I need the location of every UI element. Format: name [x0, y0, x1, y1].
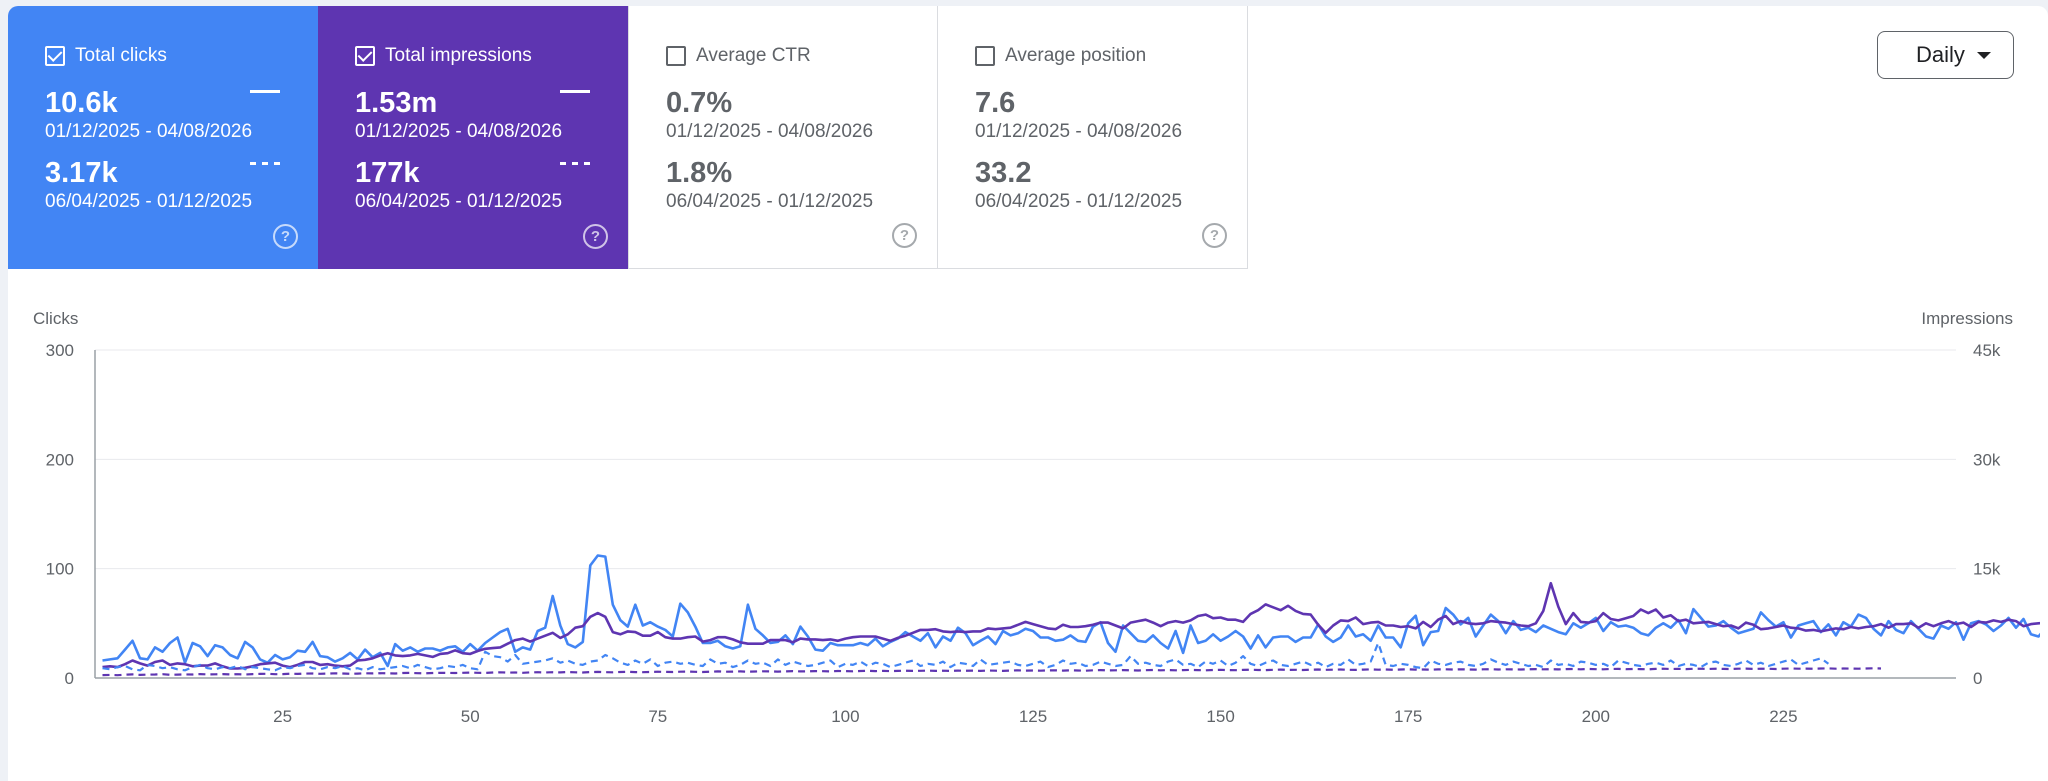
series-line-total-impressions-previous — [102, 667, 1882, 677]
help-icon[interactable]: ? — [273, 224, 298, 249]
card-total-clicks[interactable]: Total clicks 10.6k 01/12/2025 - 04/08/20… — [8, 6, 318, 269]
help-icon[interactable]: ? — [892, 223, 917, 248]
series-line-total-impressions — [102, 581, 2040, 670]
x-tick-label: 225 — [1769, 707, 1797, 726]
series-line-total-clicks — [102, 554, 2040, 668]
x-tick-label: 75 — [648, 707, 667, 726]
right-tick-label: 15k — [1973, 560, 2001, 579]
series-line-total-clicks-previous — [102, 641, 1830, 672]
metric-value-current: 0.7% — [666, 87, 733, 119]
date-range-previous: 06/04/2025 - 01/12/2025 — [975, 191, 1183, 212]
metric-value-previous: 1.8% — [666, 157, 733, 189]
metric-value-current: 7.6 — [975, 87, 1016, 119]
performance-panel: Total clicks 10.6k 01/12/2025 - 04/08/20… — [8, 6, 2048, 781]
checkbox-checked-icon[interactable] — [45, 46, 65, 66]
solid-line-legend-icon — [250, 90, 280, 93]
x-tick-label: 50 — [461, 707, 480, 726]
date-range-previous: 06/04/2025 - 01/12/2025 — [355, 191, 563, 212]
granularity-dropdown[interactable]: Daily — [1877, 31, 2014, 79]
caret-down-icon — [1977, 52, 1991, 59]
right-tick-label: 30k — [1973, 450, 2001, 469]
performance-chart: Clicks Impressions 0 0 100 15k 200 30k 300 45k 25 5… — [33, 309, 2040, 726]
date-range-previous: 06/04/2025 - 01/12/2025 — [45, 191, 253, 212]
granularity-selected: Daily — [1916, 42, 1965, 67]
date-range-current: 01/12/2025 - 04/08/2026 — [355, 121, 563, 142]
checkbox-unchecked-icon[interactable] — [975, 46, 995, 66]
date-range-current: 01/12/2025 - 04/08/2026 — [975, 121, 1183, 142]
x-tick-label: 100 — [831, 707, 859, 726]
card-total-impressions[interactable]: Total impressions 1.53m 01/12/2025 - 04/… — [318, 6, 628, 269]
x-tick-label: 150 — [1206, 707, 1234, 726]
card-label: Average position — [1005, 45, 1147, 66]
left-tick-label: 0 — [65, 669, 74, 688]
date-range-previous: 06/04/2025 - 01/12/2025 — [666, 191, 874, 212]
metric-value-previous: 33.2 — [975, 157, 1032, 189]
x-tick-label: 175 — [1394, 707, 1422, 726]
right-tick-label: 45k — [1973, 341, 2001, 360]
metric-value-current: 10.6k — [45, 87, 118, 119]
left-tick-label: 300 — [46, 341, 74, 360]
card-average-ctr[interactable]: Average CTR 0.7% 01/12/2025 - 04/08/2026… — [628, 6, 938, 269]
solid-line-legend-icon — [560, 90, 590, 93]
card-label: Average CTR — [696, 45, 811, 66]
right-tick-label: 0 — [1973, 669, 1982, 688]
left-tick-label: 200 — [46, 450, 74, 469]
x-tick-label: 200 — [1582, 707, 1610, 726]
left-tick-label: 100 — [46, 560, 74, 579]
card-average-position[interactable]: Average position 7.6 01/12/2025 - 04/08/… — [938, 6, 1248, 269]
metric-value-previous: 177k — [355, 157, 420, 189]
date-range-current: 01/12/2025 - 04/08/2026 — [666, 121, 874, 142]
checkbox-checked-icon[interactable] — [355, 46, 375, 66]
left-axis-title: Clicks — [33, 309, 78, 328]
right-axis-title: Impressions — [1921, 309, 2013, 328]
metric-value-current: 1.53m — [355, 87, 438, 119]
help-icon[interactable]: ? — [583, 224, 608, 249]
date-range-current: 01/12/2025 - 04/08/2026 — [45, 121, 253, 142]
dashed-line-legend-icon — [250, 162, 280, 165]
dashed-line-legend-icon — [560, 162, 590, 165]
checkbox-unchecked-icon[interactable] — [666, 46, 686, 66]
x-tick-label: 25 — [273, 707, 292, 726]
card-label: Total impressions — [385, 45, 532, 66]
x-tick-label: 125 — [1019, 707, 1047, 726]
help-icon[interactable]: ? — [1202, 223, 1227, 248]
metric-value-previous: 3.17k — [45, 157, 118, 189]
card-label: Total clicks — [75, 45, 167, 66]
